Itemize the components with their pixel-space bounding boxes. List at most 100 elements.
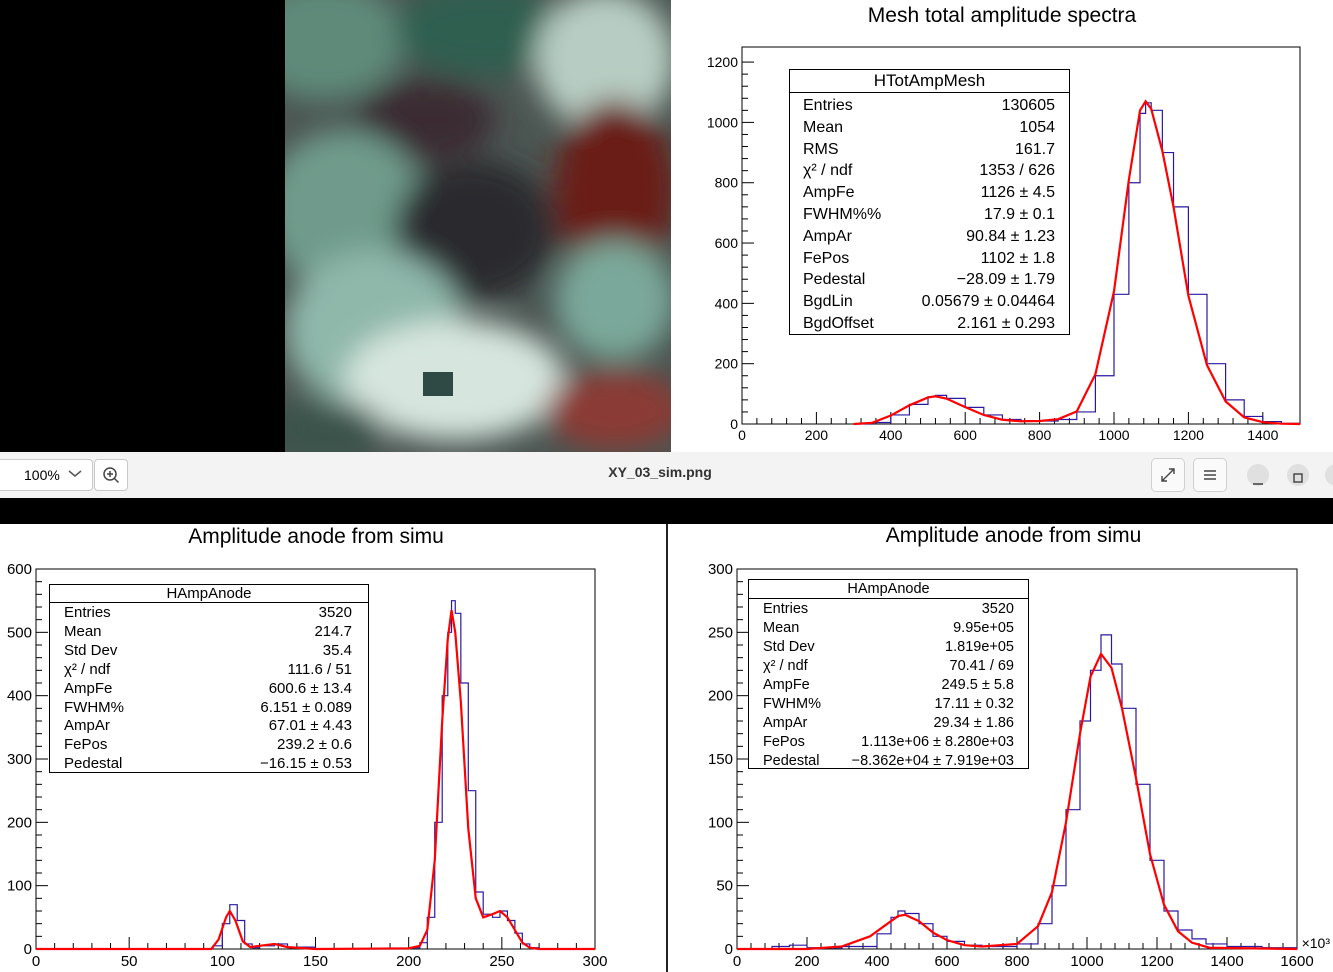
stats-label: BgdLin — [803, 293, 853, 311]
top-stats-row: BgdOffset 2.161 ± 0.293 — [803, 313, 1055, 335]
stats-value: 2.161 ± 0.293 — [957, 314, 1055, 332]
fit-curve — [36, 609, 595, 951]
x-tick-label: 800 — [1004, 953, 1029, 970]
zoom-dropdown[interactable]: 100% — [0, 459, 93, 491]
blurry-photo — [285, 0, 671, 452]
stats-value: 1054 — [1019, 118, 1055, 136]
stats-label: Mean — [763, 620, 800, 636]
y-tick-label: 0 — [24, 941, 32, 958]
bottom-left-stats-row: FWHM% 6.151 ± 0.089 — [64, 699, 352, 718]
stats-label: AmpAr — [803, 227, 852, 245]
x-tick-label: 1400 — [1247, 427, 1278, 443]
bottom-left-stats-row: AmpAr 67.01 ± 4.43 — [64, 717, 352, 736]
stats-label: Mean — [803, 118, 844, 136]
black-separator-strip — [0, 498, 1333, 524]
bottom-right-plot-title: Amplitude anode from simu — [885, 524, 1142, 547]
x-tick-label: 0 — [738, 427, 746, 443]
bottom-right-histogram-panel: Amplitude anode from simu 0 200 400 600 800 1… — [668, 524, 1333, 972]
stats-label: Entries — [763, 601, 809, 617]
y-tick-label: 0 — [730, 416, 738, 432]
stats-value: 67.01 ± 4.43 — [268, 717, 352, 735]
hamburger-menu-icon — [1202, 467, 1218, 488]
stats-label: χ² / ndf — [803, 162, 853, 180]
maximize-button[interactable] — [1287, 464, 1309, 486]
stats-label: χ² / ndf — [64, 660, 111, 678]
bottom-right-stats-row: AmpFe 249.5 ± 5.8 — [763, 676, 1014, 695]
stats-label: χ² / ndf — [763, 658, 808, 674]
fit-curve — [737, 651, 1298, 951]
y-tick-label: 200 — [708, 688, 733, 705]
stats-label: Std Dev — [763, 639, 815, 655]
y-tick-label: 50 — [716, 878, 733, 895]
stats-label: FePos — [803, 249, 850, 267]
main-menu-button[interactable] — [1193, 458, 1227, 492]
stats-value: 0.05679 ± 0.04464 — [921, 293, 1055, 311]
fullscreen-button[interactable] — [1151, 458, 1185, 492]
histogram-line — [36, 600, 595, 950]
stats-value: 3520 — [981, 601, 1014, 617]
top-stats-row: BgdLin 0.05679 ± 0.04464 — [803, 291, 1055, 313]
x-tick-label: 800 — [1028, 427, 1052, 443]
zoom-value: 100% — [24, 467, 60, 483]
bottom-left-stats-row: FePos 239.2 ± 0.6 — [64, 736, 352, 755]
x-axis-exponent-label: ×10³ — [1302, 935, 1331, 951]
bottom-right-stats-rows: Entries 3520 Mean 9.95e+05 Std Dev 1.819e+05 χ… — [749, 599, 1028, 771]
black-background-area — [0, 0, 285, 452]
stats-value: 17.9 ± 0.1 — [983, 205, 1055, 223]
stats-label: BgdOffset — [803, 314, 874, 332]
x-tick-label: 1200 — [1173, 427, 1204, 443]
bottom-right-stats-row: Std Dev 1.819e+05 — [763, 638, 1014, 657]
x-tick-label: 1000 — [1098, 427, 1129, 443]
y-tick-label: 600 — [7, 561, 32, 578]
stats-label: FePos — [763, 734, 805, 750]
stats-label: AmpFe — [803, 184, 855, 202]
stats-label: FWHM% — [763, 696, 821, 712]
minimize-button[interactable] — [1247, 464, 1269, 486]
x-tick-label: 200 — [396, 953, 421, 970]
stats-value: 600.6 ± 13.4 — [268, 679, 352, 697]
x-tick-label: 0 — [32, 953, 40, 970]
x-tick-label: 300 — [582, 953, 607, 970]
stats-value: 1.113e+06 ± 8.280e+03 — [861, 734, 1014, 750]
stats-value: 1353 / 626 — [979, 162, 1055, 180]
bottom-left-stats-row: χ² / ndf 111.6 / 51 — [64, 661, 352, 680]
y-tick-label: 300 — [708, 561, 733, 578]
y-tick-label: 1200 — [707, 54, 738, 70]
stats-label: AmpFe — [64, 679, 113, 697]
top-stats-row: RMS 161.7 — [803, 139, 1055, 161]
x-tick-label: 600 — [934, 953, 959, 970]
bottom-left-stats-rows: Entries 3520 Mean 214.7 Std Dev 35.4 χ² / ndf 1… — [50, 603, 368, 774]
zoom-in-button[interactable] — [94, 459, 128, 491]
top-stats-row: χ² / ndf 1353 / 626 — [803, 160, 1055, 182]
y-tick-label: 100 — [708, 814, 733, 831]
stats-value: −16.15 ± 0.53 — [259, 755, 352, 773]
y-tick-label: 100 — [7, 878, 32, 895]
stats-value: 90.84 ± 1.23 — [966, 227, 1055, 245]
stats-label: Entries — [803, 97, 853, 114]
x-tick-label: 150 — [303, 953, 328, 970]
bottom-left-histogram-panel: Amplitude anode from simu 0 50 100 150 200 25… — [0, 524, 666, 972]
bottom-left-stats-box: HAmpAnode Entries 3520 Mean 214.7 Std Dev 35.… — [49, 584, 369, 773]
y-tick-label: 600 — [715, 235, 739, 251]
bottom-left-stats-row: Mean 214.7 — [64, 623, 352, 642]
bottom-left-histogram-chart: 0 50 100 150 200 250 300 0 100 200 300 400 500 600 — [7, 561, 608, 970]
top-stats-row: Mean 1054 — [803, 117, 1055, 139]
stats-value: 9.95e+05 — [953, 620, 1014, 636]
x-tick-label: 1400 — [1210, 953, 1243, 970]
stats-value: 3520 — [318, 604, 352, 621]
bottom-left-stats-row: Entries 3520 — [64, 604, 352, 623]
y-tick-label: 500 — [7, 624, 32, 641]
stats-value: 111.6 / 51 — [287, 660, 353, 678]
x-tick-label: 400 — [879, 427, 903, 443]
stats-label: FWHM%% — [803, 205, 882, 223]
top-stats-title: HTotAmpMesh — [790, 70, 1069, 93]
y-tick-label: 150 — [708, 751, 733, 768]
y-tick-label: 1000 — [707, 114, 738, 130]
bottom-right-histogram-chart: 0 200 400 600 800 1000 1200 1400 1600 0 50 100 150 20… — [708, 561, 1331, 970]
fit-curve — [853, 99, 1301, 426]
close-button[interactable] — [1325, 464, 1333, 486]
stats-value: 249.5 ± 5.8 — [941, 677, 1014, 693]
top-stats-row: FWHM%% 17.9 ± 0.1 — [803, 204, 1055, 226]
bottom-right-stats-title: HAmpAnode — [749, 580, 1028, 599]
stats-value: 214.7 — [314, 622, 352, 640]
